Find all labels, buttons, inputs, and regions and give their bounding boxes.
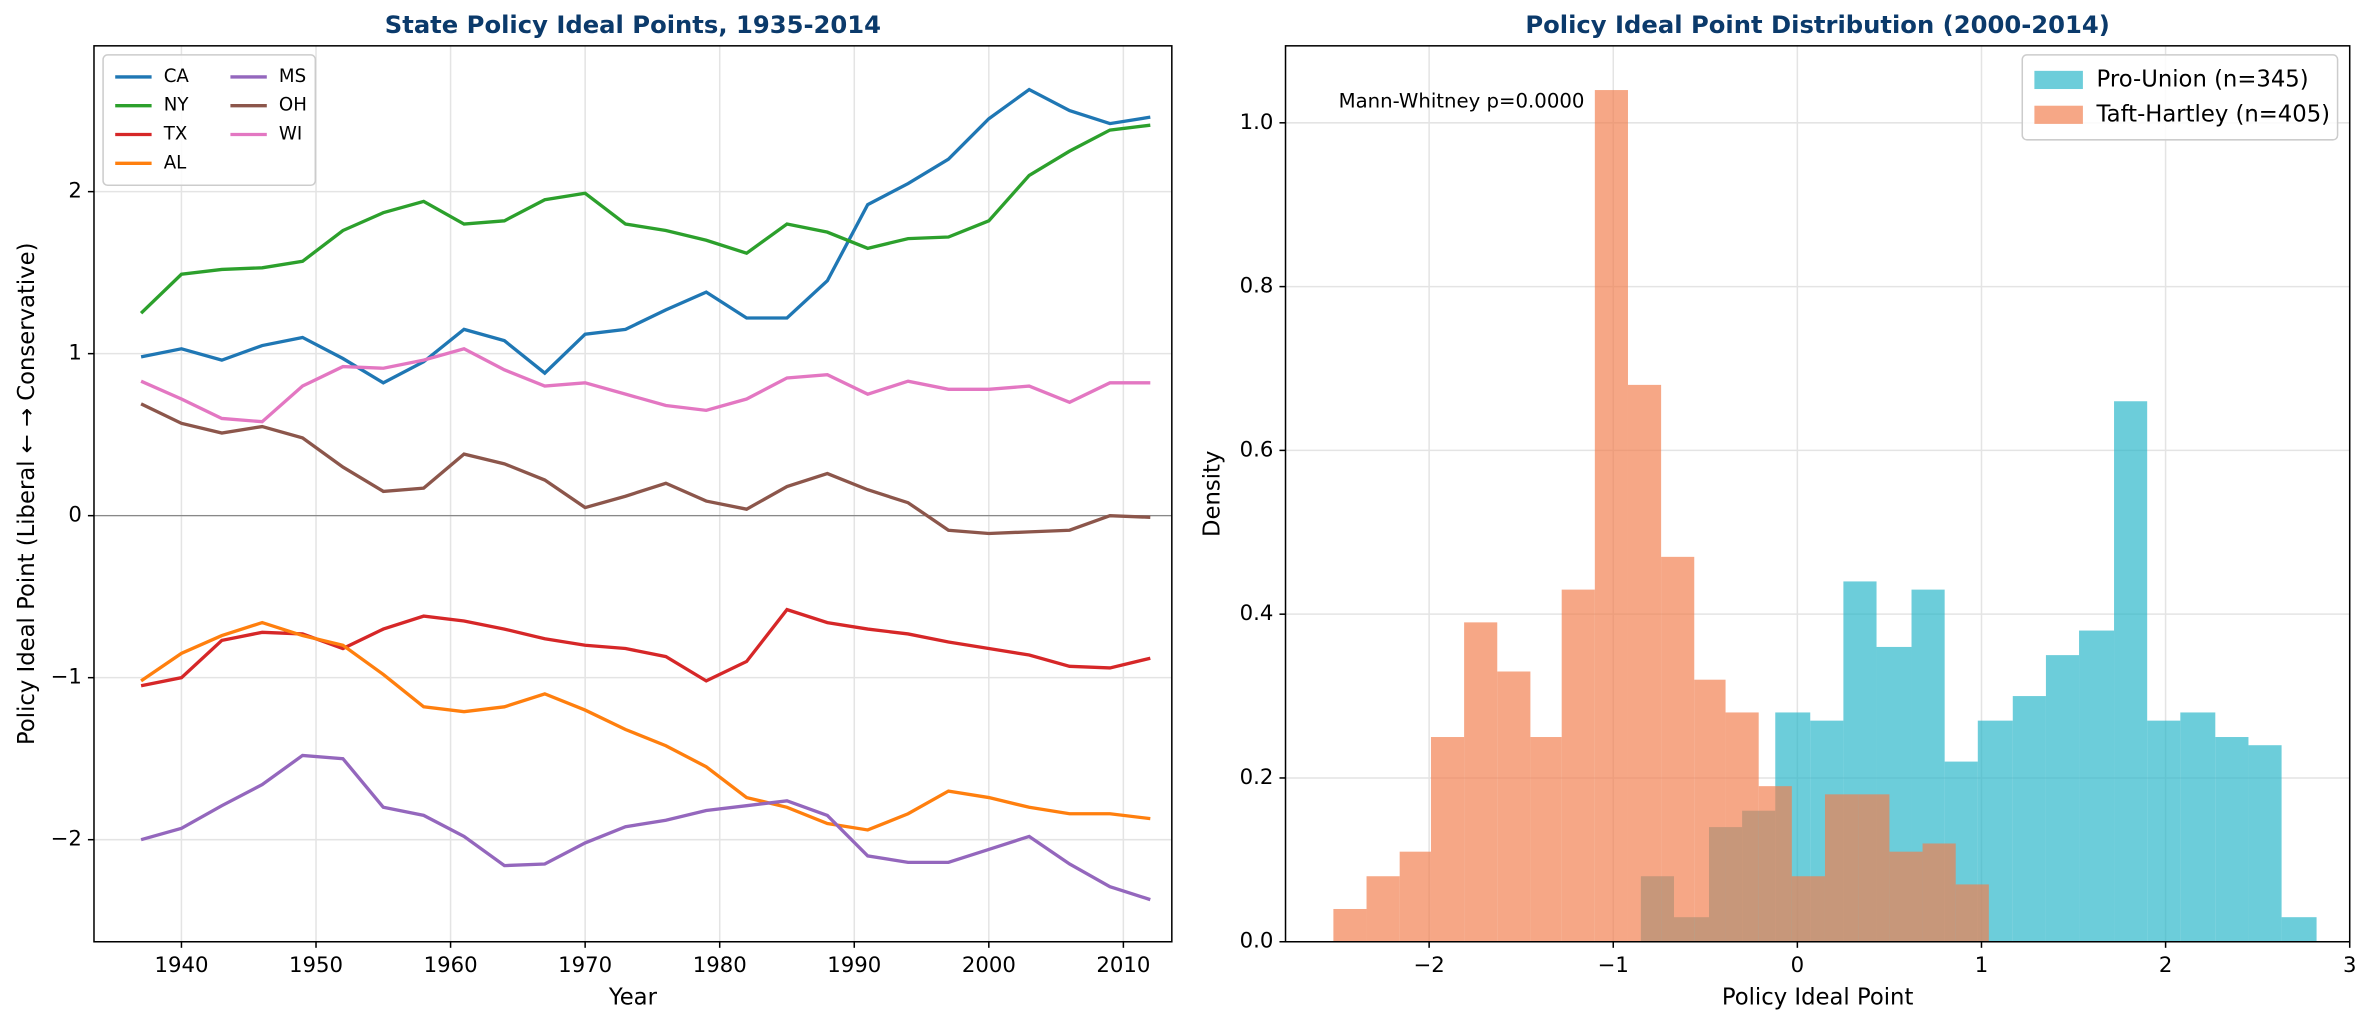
legend-label: WI <box>279 124 302 145</box>
x-axis-label: Policy Ideal Point <box>1722 984 1914 1010</box>
hist-bar <box>1889 851 1923 942</box>
x-tick-label: 2000 <box>962 953 1016 978</box>
series-line <box>140 87 1151 385</box>
x-tick-label: 2010 <box>1096 953 1150 978</box>
legend-label: OH <box>279 95 307 116</box>
hist-bar <box>1333 908 1367 942</box>
y-tick-label: 0.6 <box>1240 437 1274 462</box>
y-tick-label: 0.0 <box>1240 929 1274 954</box>
legend-box <box>2021 54 2339 141</box>
x-tick-label: 1990 <box>827 953 881 978</box>
hist-bar <box>1725 712 1759 942</box>
plot: State Policy Ideal Points, 1935-2014 Year… <box>14 10 1173 1010</box>
axes-frame <box>93 45 1173 943</box>
hist-bar <box>2215 737 2249 942</box>
legend-label: MS <box>279 66 306 87</box>
hist-bar <box>1694 679 1726 942</box>
x-tick-label: 1940 <box>154 953 208 978</box>
legend-swatch <box>2034 70 2083 90</box>
y-tick-label: 1.0 <box>1240 110 1274 135</box>
y-tick-label: 0.4 <box>1240 601 1274 626</box>
hist-bar <box>2180 712 2216 942</box>
hist-bar <box>1627 384 1662 942</box>
hist-bar <box>2045 655 2080 942</box>
plot: Policy Ideal Point Distribution (2000-20… <box>1199 10 2356 1010</box>
hist-bar <box>1366 876 1400 942</box>
chart-title: Policy Ideal Point Distribution (2000-20… <box>1525 10 2110 39</box>
hist-bar <box>1561 589 1595 942</box>
hist-bar <box>1758 786 1792 942</box>
y-axis-label: Policy Ideal Point (Liberal ← → Conserva… <box>14 243 40 746</box>
series-line <box>139 123 1151 315</box>
legend-box <box>102 54 317 187</box>
hist-bar <box>2147 720 2181 942</box>
hist-bar <box>1922 843 1956 942</box>
legend-label: CA <box>164 66 190 87</box>
hist-bar <box>1399 851 1431 942</box>
legend-swatch <box>2034 105 2083 124</box>
hist-bar <box>1955 884 1989 942</box>
hist-bar <box>2281 917 2317 942</box>
series-line <box>140 402 1151 536</box>
legend-label: TX <box>163 124 188 145</box>
y-axis-label: Density <box>1199 451 1225 537</box>
x-tick-label: −1 <box>1598 953 1629 978</box>
series-line <box>140 620 1151 832</box>
hist-bar <box>2248 745 2282 942</box>
hist-bar <box>1594 90 1628 942</box>
y-tick-label: −2 <box>51 827 82 852</box>
hist-bar <box>1430 737 1465 942</box>
y-tick-label: −1 <box>51 665 82 690</box>
axes-frame <box>1284 45 2351 943</box>
x-axis-label: Year <box>608 984 658 1010</box>
x-tick-label: 2 <box>2159 953 2173 978</box>
hist-bar <box>2114 401 2148 942</box>
series-line <box>140 753 1151 902</box>
legend-label: AL <box>164 152 187 173</box>
chart-title: State Policy Ideal Points, 1935-2014 <box>385 10 881 39</box>
hist-bar <box>1530 737 1562 942</box>
hist-bar <box>1497 671 1531 942</box>
hist-bar <box>2079 630 2115 942</box>
y-tick-label: 2 <box>68 179 82 204</box>
x-tick-label: 1960 <box>424 953 478 978</box>
legend-label: NY <box>164 95 190 116</box>
x-tick-label: 1 <box>1975 953 1989 978</box>
legend-label: Taft-Hartley (n=405) <box>2096 101 2330 127</box>
x-tick-label: −2 <box>1413 953 1444 978</box>
annotation: Mann-Whitney p=0.0000 <box>1339 89 1585 112</box>
y-tick-label: 1 <box>68 341 82 366</box>
y-tick-label: 0 <box>68 503 82 528</box>
x-tick-label: 1980 <box>693 953 747 978</box>
hist-bar <box>1824 794 1859 942</box>
hist-bar <box>1661 556 1695 942</box>
x-tick-label: 0 <box>1791 953 1805 978</box>
x-tick-label: 3 <box>2343 953 2357 978</box>
hist-bar <box>2012 696 2046 942</box>
series-line <box>140 347 1151 424</box>
hist-bar <box>1858 794 1890 942</box>
hist-bar <box>1791 876 1825 942</box>
y-tick-label: 0.2 <box>1240 765 1274 790</box>
y-tick-label: 0.8 <box>1240 274 1274 299</box>
legend-label: Pro-Union (n=345) <box>2097 66 2309 92</box>
x-tick-label: 1950 <box>289 953 343 978</box>
x-tick-label: 1970 <box>558 953 612 978</box>
hist-bar <box>1464 622 1498 942</box>
